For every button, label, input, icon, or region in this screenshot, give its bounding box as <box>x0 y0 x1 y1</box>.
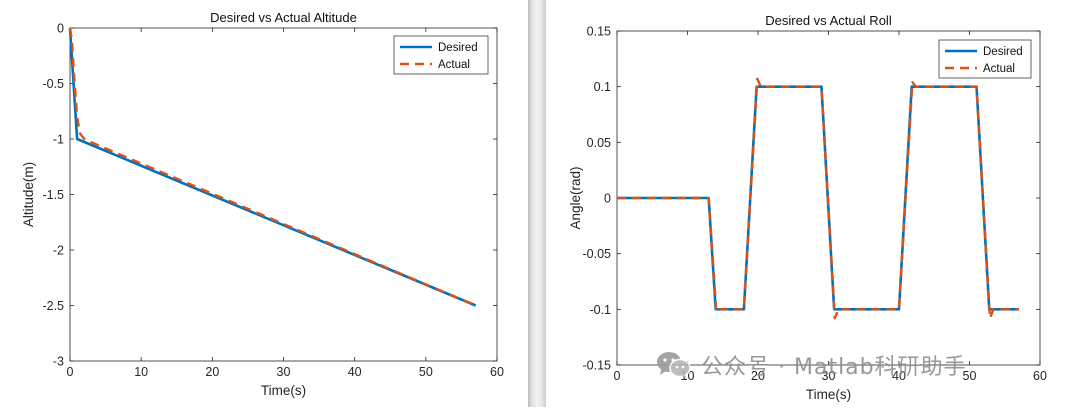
x-tick-label: 30 <box>822 369 836 383</box>
axes-box <box>69 27 498 362</box>
watermark-text: 公众号 · Matlab科研助手 <box>701 355 967 380</box>
legend-box <box>938 39 1032 79</box>
x-tick-label: 50 <box>963 369 977 383</box>
chart-title: Desired vs Actual Roll <box>765 13 892 28</box>
watermark: 公众号 · Matlab科研助手 <box>655 346 967 384</box>
y-tick-label: 0.15 <box>587 25 611 39</box>
y-tick-label: -0.15 <box>583 359 612 373</box>
window-gap <box>528 0 546 407</box>
y-tick-label: -1 <box>53 133 64 147</box>
legend: Desired Actual <box>938 39 1032 79</box>
y-tick-label: -0.05 <box>583 247 612 261</box>
y-tick-label: -2.5 <box>42 299 64 313</box>
chart-title: Desired vs Actual Altitude <box>210 10 357 25</box>
plot-area: 0 10 20 30 40 50 60 0 -0.5 -1 -1.5 -2 -2.5 -3 Desired … <box>21 10 504 398</box>
legend: Desired Actual <box>393 35 489 75</box>
x-tick-label: 60 <box>490 365 504 379</box>
wechat-icon <box>657 352 691 379</box>
x-tick-label: 60 <box>1033 369 1047 383</box>
y-tick-label: -1.5 <box>42 188 64 202</box>
x-tick-label: 50 <box>419 365 433 379</box>
series-line-actual <box>617 77 1019 320</box>
y-tick-label: -0.5 <box>42 77 64 91</box>
altitude-chart: 0 10 20 30 40 50 60 0 -0.5 -1 -1.5 -2 -2.5 -3 Desired … <box>21 10 504 398</box>
y-axis-label: Altitude(m) <box>21 162 36 227</box>
x-tick-label: 20 <box>205 365 219 379</box>
y-tick-label: 0.05 <box>587 136 611 150</box>
x-tick-label: 20 <box>751 369 765 383</box>
x-tick-label: 0 <box>67 365 74 379</box>
y-tick-label: 0 <box>604 192 611 206</box>
x-tick-label: 10 <box>134 365 148 379</box>
y-tick-label: 0.1 <box>594 80 611 94</box>
legend-label-desired: Desired <box>438 42 478 54</box>
y-axis-label: Angle(rad) <box>568 166 583 229</box>
x-tick-label: 0 <box>614 369 621 383</box>
legend-label-actual: Actual <box>438 59 470 71</box>
series-line-actual <box>68 27 477 307</box>
x-axis-label: Time(s) <box>261 383 306 398</box>
plot-area: 0 10 20 30 40 50 600.150.10.050-0.05-0.1-0.15D… <box>568 13 1047 402</box>
legend-label-actual: Actual <box>983 63 1015 75</box>
x-tick-label: 40 <box>348 365 362 379</box>
y-tick-label: -2 <box>53 244 64 258</box>
y-tick-label: 0 <box>57 22 64 36</box>
roll-chart: 0 10 20 30 40 50 600.150.10.050-0.05-0.1-0.15D… <box>568 13 1047 402</box>
x-tick-label: 30 <box>277 365 291 379</box>
x-axis-label: Time(s) <box>806 387 851 402</box>
y-tick-label: -3 <box>53 355 64 369</box>
x-tick-label: 40 <box>892 369 906 383</box>
y-tick-label: -0.1 <box>589 303 611 317</box>
left-figure-panel: 0 10 20 30 40 50 60 0 -0.5 -1 -1.5 -2 -2.5 -3 Desired … <box>0 0 528 407</box>
right-figure-panel: 0 10 20 30 40 50 60 0.15 0.1 0.05 0 -0.05 -0.1 -0.15 D… <box>546 0 1080 407</box>
legend-box <box>393 35 489 75</box>
legend-label-desired: Desired <box>983 46 1023 58</box>
